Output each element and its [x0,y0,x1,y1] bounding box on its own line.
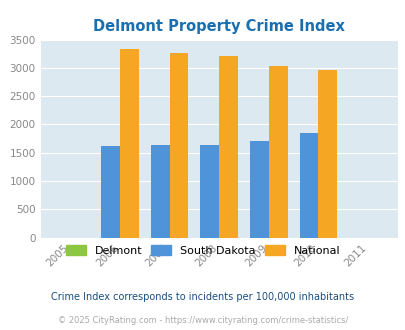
Text: Crime Index corresponds to incidents per 100,000 inhabitants: Crime Index corresponds to incidents per… [51,292,354,302]
Bar [299,133,318,238]
Text: © 2025 CityRating.com - https://www.cityrating.com/crime-statistics/: © 2025 CityRating.com - https://www.city… [58,315,347,325]
Bar [200,145,219,238]
Bar [268,66,287,238]
Bar [169,52,188,238]
Bar [101,146,120,238]
Bar [249,141,268,238]
Bar [318,70,337,238]
Bar [150,145,169,238]
Legend: Delmont, South Dakota, National: Delmont, South Dakota, National [61,240,344,260]
Title: Delmont Property Crime Index: Delmont Property Crime Index [93,19,344,34]
Bar [120,49,139,238]
Bar [219,56,237,238]
